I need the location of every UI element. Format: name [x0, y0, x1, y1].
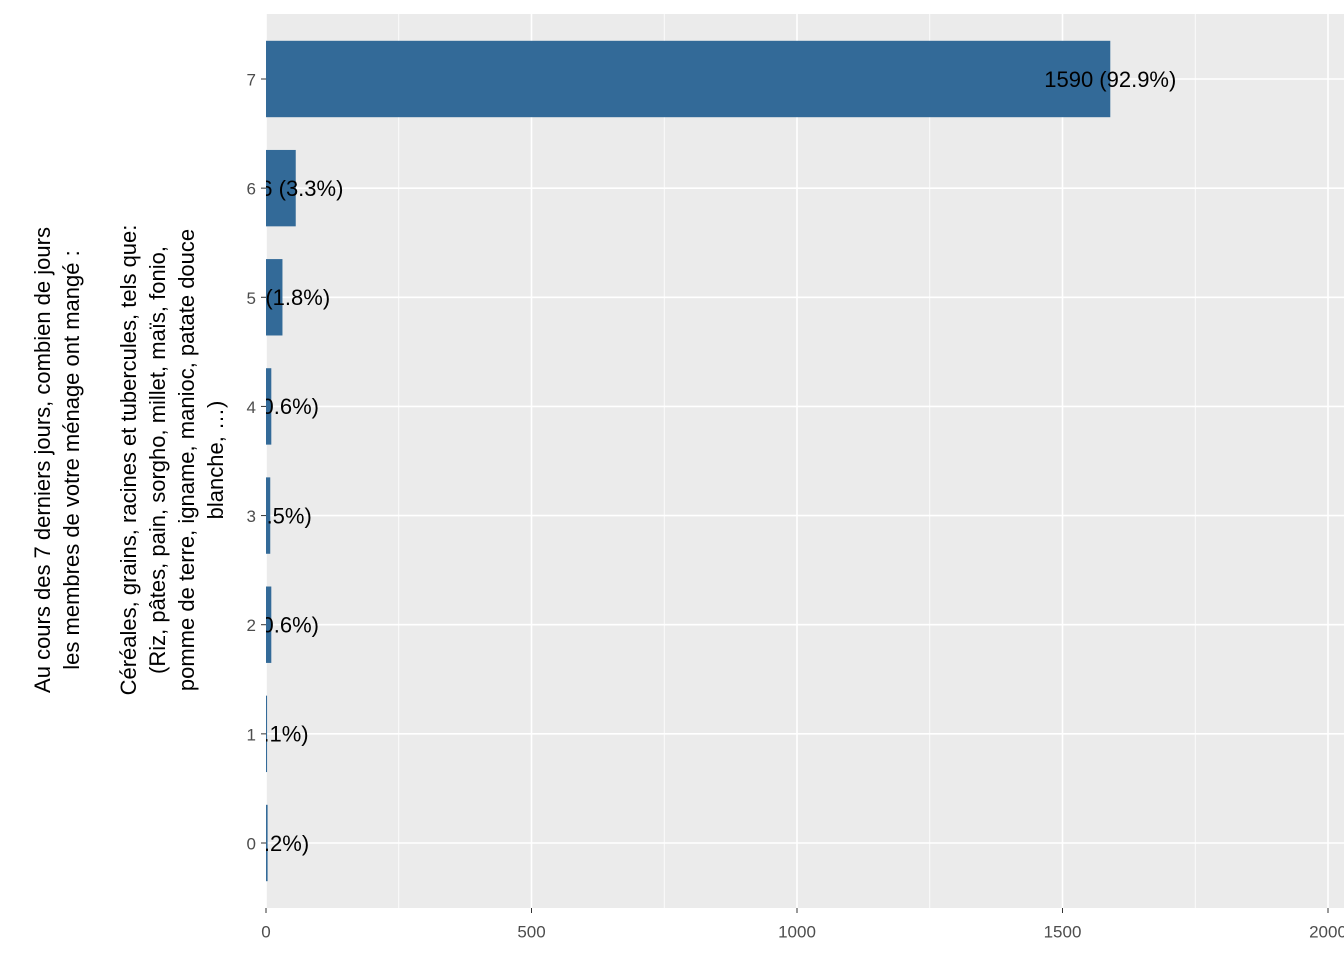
bar — [266, 259, 283, 336]
value-label: 56 (3.3%) — [248, 176, 343, 201]
x-tick-label: 2000 — [1309, 922, 1344, 941]
y-axis-title: Céréales, grains, racines et tubercules,… — [116, 225, 141, 696]
value-label: 2 (0.1%) — [225, 722, 308, 747]
y-tick-label: 4 — [247, 398, 256, 417]
bar — [266, 149, 296, 227]
y-tick-label: 6 — [247, 180, 256, 199]
marks: 3 (0.2%) 2 (0.1%) 10 (0.6%) 8 (0.5%) 10 (0.6… — [224, 40, 1176, 882]
y-axis-title: Au cours des 7 derniers jours, combien d… — [30, 227, 55, 693]
value-label: 31 (1.8%) — [235, 285, 330, 310]
y-axis-title: blanche, …) — [203, 401, 228, 520]
y-tick-label: 3 — [247, 507, 256, 526]
bar — [266, 368, 272, 445]
value-label: 10 (0.6%) — [224, 613, 319, 638]
bar — [266, 695, 268, 773]
value-label: 10 (0.6%) — [224, 394, 319, 419]
y-tick-label: 1 — [247, 725, 256, 744]
y-tick-label: 0 — [247, 834, 256, 853]
x-tick-label: 1000 — [778, 922, 816, 941]
axes: 0 500 1000 1500 2000 0 1 2 3 4 5 6 7 Au cours des 7 d… — [30, 70, 1344, 941]
bar — [266, 40, 1111, 118]
x-tick-label: 0 — [261, 922, 270, 941]
y-axis-title: pomme de terre, igname, manioc, patate d… — [174, 229, 199, 691]
y-axis-title: (Riz, pâtes, pain, sorgho, millet, maïs,… — [145, 246, 170, 674]
panel — [266, 14, 1344, 908]
y-axis-title: les membres de votre ménage ont mangé : — [59, 250, 84, 669]
y-tick-label: 7 — [247, 70, 256, 89]
bar — [266, 477, 271, 554]
value-label: 1590 (92.9%) — [1044, 67, 1176, 92]
y-tick-label: 2 — [247, 616, 256, 635]
x-tick-label: 1500 — [1044, 922, 1082, 941]
x-tick-label: 500 — [517, 922, 545, 941]
value-label: 8 (0.5%) — [229, 503, 312, 528]
bar — [266, 586, 272, 663]
y-tick-label: 5 — [247, 289, 256, 308]
value-label: 3 (0.2%) — [226, 831, 309, 856]
bar — [266, 804, 268, 882]
